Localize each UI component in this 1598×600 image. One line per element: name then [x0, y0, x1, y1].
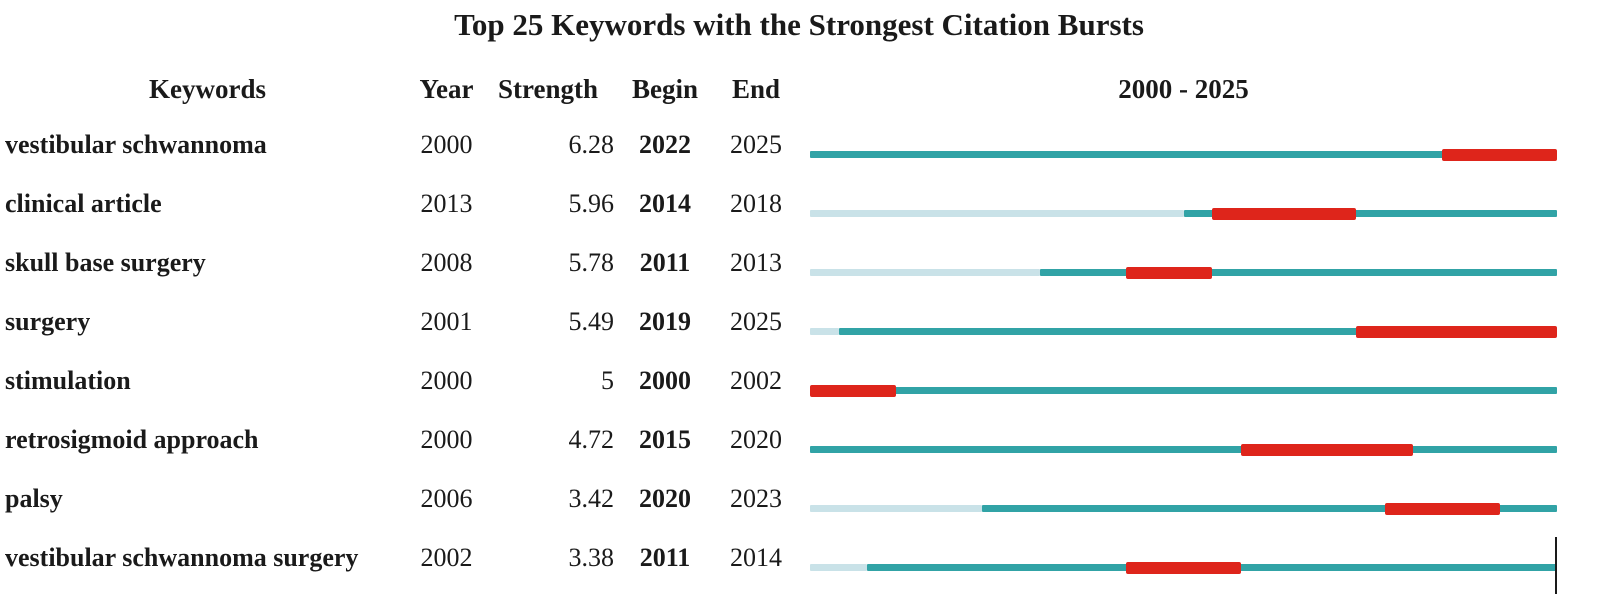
begin-value: 2014: [639, 188, 691, 218]
burst-period-segment: [1355, 325, 1557, 338]
column-header-strength: Strength: [497, 73, 598, 104]
pre-appearance-segment: [810, 564, 868, 571]
timeline-track: [810, 207, 1557, 220]
begin-value: 2019: [639, 306, 691, 336]
active-period-segment: [982, 505, 1557, 512]
pre-appearance-segment: [810, 210, 1184, 217]
burst-timeline: [800, 365, 1598, 397]
table-row: stimulation 2000 5 2000 2002: [0, 351, 1598, 410]
end-value: 2013: [730, 247, 782, 277]
keyword-label: vestibular schwannoma surgery: [5, 542, 359, 572]
strength-value: 4.72: [568, 424, 615, 454]
burst-period-segment: [1126, 266, 1213, 279]
begin-value: 2015: [639, 424, 691, 454]
strength-value: 5: [601, 365, 614, 395]
year-value: 2008: [420, 247, 473, 277]
strength-value: 3.42: [568, 483, 615, 513]
keyword-label: stimulation: [5, 365, 131, 395]
year-value: 2001: [420, 306, 473, 336]
keyword-label: vestibular schwannoma: [5, 129, 267, 159]
table-row: retrosigmoid approach 2000 4.72 2015 202…: [0, 410, 1598, 469]
begin-value: 2000: [639, 365, 691, 395]
burst-period-segment: [1212, 207, 1356, 220]
burst-period-segment: [810, 384, 897, 397]
table-row: skull base surgery 2008 5.78 2011 2013: [0, 233, 1598, 292]
active-period-segment: [810, 446, 1557, 453]
year-value: 2000: [420, 424, 473, 454]
timeline-track: [810, 561, 1557, 574]
burst-period-segment: [1240, 443, 1414, 456]
pre-appearance-segment: [810, 328, 839, 335]
active-period-segment: [1183, 210, 1557, 217]
table-row: clinical article 2013 5.96 2014 2018: [0, 174, 1598, 233]
timeline-track: [810, 325, 1557, 338]
table-row: palsy 2006 3.42 2020 2023: [0, 469, 1598, 528]
timeline-track: [810, 443, 1557, 456]
end-value: 2025: [730, 129, 782, 159]
timeline-track: [810, 384, 1557, 397]
timeline-track: [810, 502, 1557, 515]
timeline-track: [810, 266, 1557, 279]
table-row: surgery 2001 5.49 2019 2025: [0, 292, 1598, 351]
pre-appearance-segment: [810, 269, 1040, 276]
year-value: 2002: [420, 542, 473, 572]
end-value: 2023: [730, 483, 782, 513]
keyword-label: retrosigmoid approach: [5, 424, 259, 454]
burst-period-segment: [1126, 561, 1241, 574]
active-period-segment: [838, 328, 1557, 335]
strength-value: 5.78: [568, 247, 615, 277]
burst-timeline: [800, 542, 1598, 574]
year-value: 2006: [420, 483, 473, 513]
column-header-begin: Begin: [631, 73, 698, 104]
begin-value: 2022: [639, 129, 691, 159]
keyword-label: surgery: [5, 306, 91, 336]
end-value: 2025: [730, 306, 782, 336]
keyword-label: clinical article: [5, 188, 162, 218]
burst-period-segment: [1384, 502, 1500, 515]
column-header-timeline: 2000 - 2025: [1118, 73, 1249, 104]
end-value: 2020: [730, 424, 782, 454]
table-row: vestibular schwannoma 2000 6.28 2022 202…: [0, 115, 1598, 174]
axis-end-tick: [1555, 537, 1557, 594]
page-title: Top 25 Keywords with the Strongest Citat…: [454, 7, 1144, 42]
strength-value: 3.38: [568, 542, 615, 572]
year-value: 2013: [420, 188, 473, 218]
strength-value: 5.96: [568, 188, 615, 218]
burst-timeline: [800, 306, 1598, 338]
active-period-segment: [810, 387, 1557, 394]
end-value: 2018: [730, 188, 782, 218]
active-period-segment: [1039, 269, 1557, 276]
table-row: vestibular schwannoma surgery 2002 3.38 …: [0, 528, 1598, 587]
burst-timeline: [800, 129, 1598, 161]
strength-value: 5.49: [568, 306, 615, 336]
timeline-track: [810, 148, 1557, 161]
keyword-label: skull base surgery: [5, 247, 206, 277]
burst-timeline: [800, 188, 1598, 220]
column-header-year: Year: [419, 73, 474, 104]
table-header: Keywords Year Strength Begin End 2000 - …: [0, 71, 1598, 107]
active-period-segment: [810, 151, 1557, 158]
year-value: 2000: [420, 365, 473, 395]
pre-appearance-segment: [810, 505, 983, 512]
keyword-label: palsy: [5, 483, 63, 513]
begin-value: 2020: [639, 483, 691, 513]
burst-timeline: [800, 483, 1598, 515]
end-value: 2002: [730, 365, 782, 395]
begin-value: 2011: [639, 542, 691, 572]
end-value: 2014: [730, 542, 782, 572]
burst-period-segment: [1442, 148, 1557, 161]
strength-value: 6.28: [568, 129, 615, 159]
rows: vestibular schwannoma 2000 6.28 2022 202…: [0, 115, 1598, 587]
begin-value: 2011: [639, 247, 691, 277]
burst-timeline: [800, 424, 1598, 456]
column-header-keywords: Keywords: [149, 73, 266, 104]
year-value: 2000: [420, 129, 473, 159]
column-header-end: End: [731, 73, 781, 104]
burst-timeline: [800, 247, 1598, 279]
